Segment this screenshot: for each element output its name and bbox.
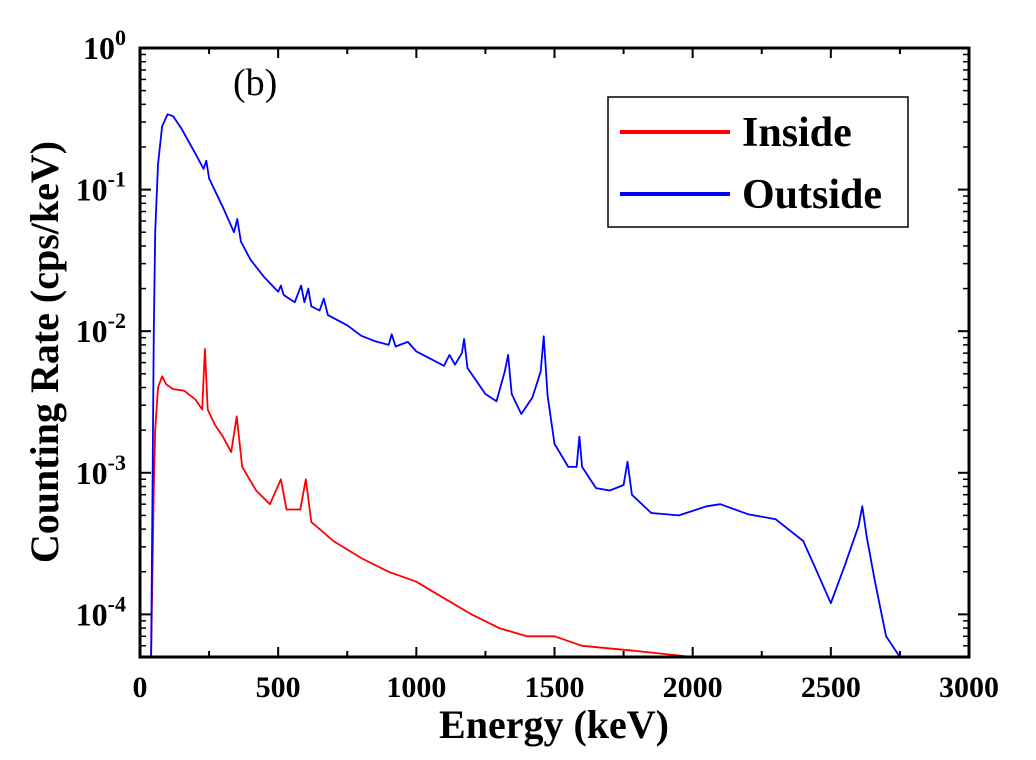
y-axis-label: Counting Rate (cps/keV) xyxy=(22,141,67,563)
y-tick-label: 10-2 xyxy=(76,308,126,349)
x-tick-label: 1500 xyxy=(525,671,585,704)
series-line-inside xyxy=(150,348,887,657)
y-tick-label: 100 xyxy=(83,25,126,66)
x-tick-label: 2000 xyxy=(663,671,723,704)
legend: Inside Outside xyxy=(607,96,909,228)
y-tick-label: 10-3 xyxy=(76,450,126,491)
series-line-outside xyxy=(150,113,969,657)
y-tick-label: 10-4 xyxy=(76,591,126,632)
y-tick-label: 10-1 xyxy=(76,167,126,208)
x-axis-label: Energy (keV) xyxy=(439,702,669,747)
x-tick-label: 3000 xyxy=(939,671,999,704)
x-tick-label: 0 xyxy=(133,671,148,704)
panel-label: (b) xyxy=(233,62,277,104)
legend-label-outside: Outside xyxy=(742,172,882,218)
x-tick-label: 500 xyxy=(256,671,301,704)
legend-label-inside: Inside xyxy=(742,110,852,156)
x-tick-label: 1000 xyxy=(386,671,446,704)
x-tick-label: 2500 xyxy=(801,671,861,704)
legend-box xyxy=(607,96,909,228)
